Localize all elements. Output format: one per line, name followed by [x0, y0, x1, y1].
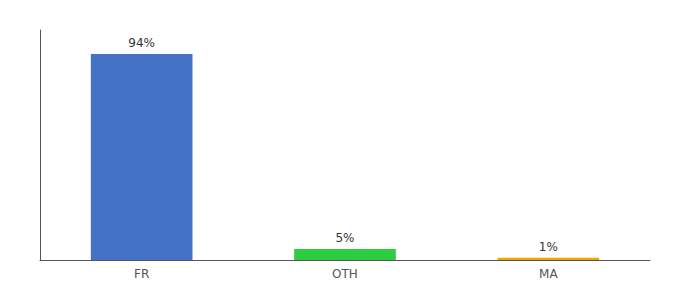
svg-text:MA: MA — [539, 267, 558, 281]
svg-text:94%: 94% — [128, 36, 155, 50]
svg-text:FR: FR — [134, 267, 149, 281]
svg-text:5%: 5% — [335, 231, 354, 245]
svg-text:OTH: OTH — [332, 267, 358, 281]
svg-text:1%: 1% — [539, 240, 558, 254]
